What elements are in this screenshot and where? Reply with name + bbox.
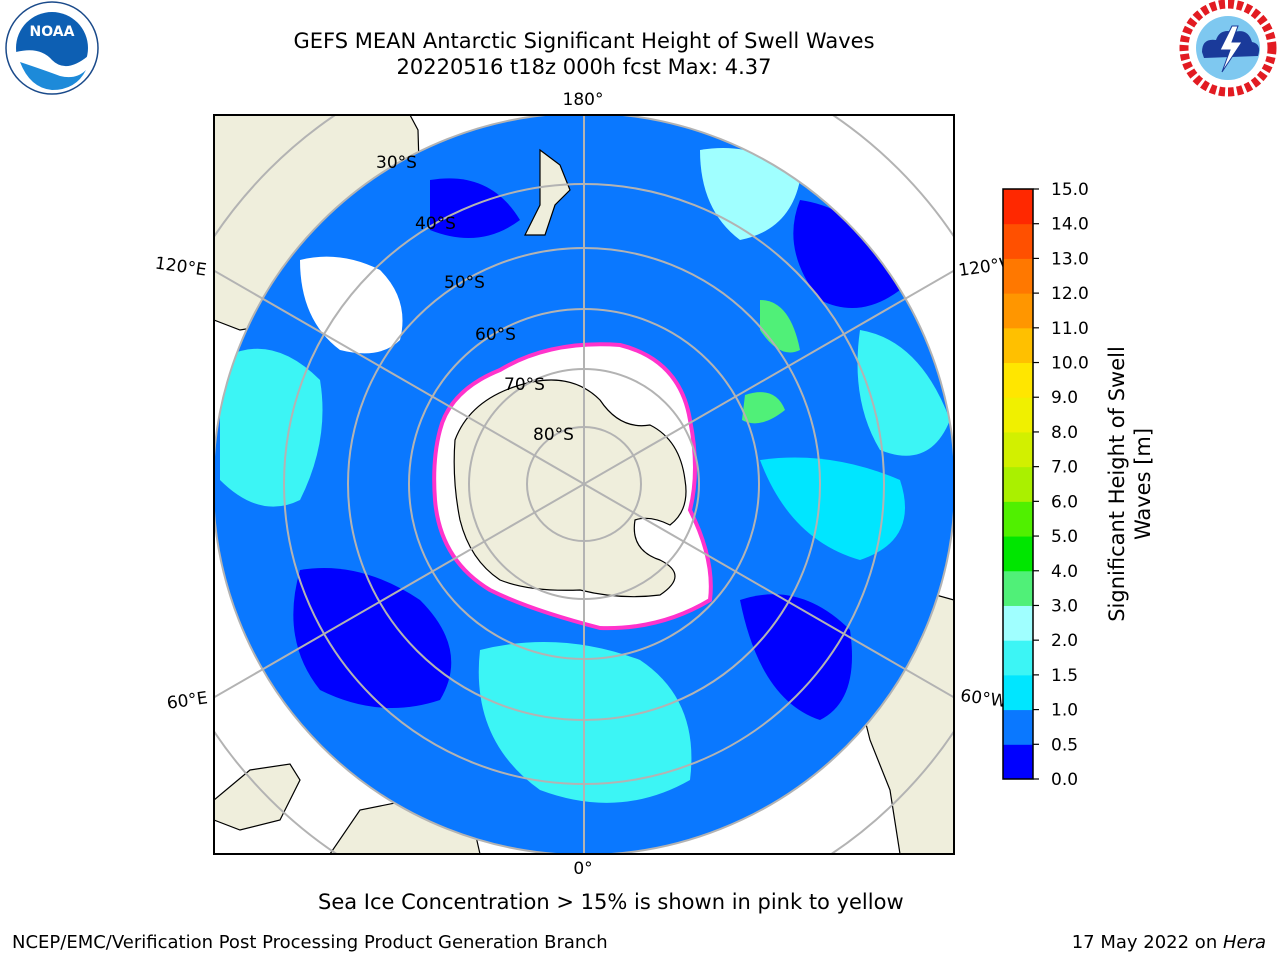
sea-ice-note: Sea Ice Concentration > 15% is shown in … [318, 890, 904, 914]
chart-title: GEFS MEAN Antarctic Significant Height o… [293, 29, 875, 53]
colorbar-frame [1002, 188, 1034, 780]
lon-label-180: 180° [563, 90, 604, 110]
colorbar-segment [1003, 501, 1033, 537]
antarctica-landmass [453, 379, 687, 598]
new-zealand-landmass [524, 148, 571, 236]
lon-label-60e: 60°E [166, 688, 209, 713]
host-name: Hera [1222, 932, 1266, 953]
colorbar-segment [1003, 570, 1033, 606]
map-area [214, 115, 954, 854]
nws-logo [1179, 0, 1277, 97]
colorbar-tick-label: 4.0 [1051, 562, 1078, 582]
swell-patch-light [857, 330, 950, 456]
graticule [214, 115, 954, 854]
chart-subtitle: 20220516 t18z 000h fcst Max: 4.37 [396, 55, 772, 79]
swell-patch-light [700, 148, 800, 240]
swell-patch-light [478, 642, 692, 803]
australia-ice-region [300, 256, 403, 354]
colorbar-segment [1003, 327, 1033, 364]
date-line: 17 May 2022 on Hera [1072, 932, 1266, 953]
colorbar [1003, 189, 1033, 780]
colorbar-tick-label: 9.0 [1051, 388, 1078, 408]
colorbar-segment [1003, 397, 1033, 433]
colorbar-tick-label: 7.0 [1051, 458, 1078, 478]
lon-label-120e: 120°E [154, 254, 208, 281]
colorbar-segment [1003, 674, 1033, 711]
swell-patch-green [742, 392, 785, 424]
lat-label-50s: 50°S [444, 273, 485, 293]
colorbar-segment [1003, 709, 1033, 745]
map-frame [213, 114, 955, 855]
colorbar-tick-label: 1.0 [1051, 701, 1078, 721]
colorbar-label-line2: Waves [m] [1131, 428, 1155, 540]
colorbar-segment [1003, 189, 1033, 225]
colorbar-segment [1003, 258, 1033, 294]
colorbar-ticks: 0.0 0.5 1.0 1.5 2.0 3.0 4.0 5.0 6.0 7.0 8.0 9.0 10.0… [1033, 180, 1089, 790]
colorbar-tick-label: 2.0 [1051, 631, 1078, 651]
colorbar-tick-label: 11.0 [1051, 319, 1089, 339]
colorbar-segment [1003, 362, 1033, 398]
colorbar-tick-label: 6.0 [1051, 492, 1078, 512]
colorbar-segment [1003, 536, 1033, 572]
swell-patch-light [760, 457, 905, 560]
colorbar-tick-label: 13.0 [1051, 249, 1089, 269]
colorbar-tick-label: 8.0 [1051, 423, 1078, 443]
colorbar-tick-label: 0.0 [1051, 770, 1078, 790]
colorbar-segment [1003, 640, 1033, 676]
lon-label-0: 0° [573, 859, 592, 879]
colorbar-tick-label: 10.0 [1051, 354, 1089, 374]
lat-label-70s: 70°S [504, 375, 545, 395]
swell-patch-light [220, 348, 323, 507]
colorbar-segment [1003, 605, 1033, 641]
colorbar-segment [1003, 293, 1033, 329]
lat-label-60s: 60°S [475, 325, 516, 345]
colorbar-segment [1003, 431, 1033, 468]
madagascar-landmass [214, 763, 301, 831]
lat-label-80s: 80°S [533, 425, 574, 445]
colorbar-segment [1003, 466, 1033, 502]
colorbar-segment [1003, 223, 1033, 259]
date-text: 17 May 2022 on [1071, 932, 1223, 953]
colorbar-tick-label: 0.5 [1051, 735, 1078, 755]
colorbar-tick-label: 12.0 [1051, 284, 1089, 304]
credit-line: NCEP/EMC/Verification Post Processing Pr… [12, 932, 608, 953]
noaa-logo: NOAA [5, 1, 99, 95]
lon-label-60w: 60°W [959, 686, 1008, 712]
colorbar-segment [1003, 744, 1033, 780]
colorbar-tick-label: 5.0 [1051, 527, 1078, 547]
colorbar-label-line1: Significant Height of Swell [1105, 346, 1129, 622]
lat-label-30s: 30°S [376, 153, 417, 173]
noaa-logo-text: NOAA [30, 24, 75, 40]
swell-patch-dark [793, 200, 900, 308]
swell-patch-dark [740, 594, 852, 720]
colorbar-tick-label: 1.5 [1051, 666, 1078, 686]
lat-label-40s: 40°S [415, 214, 456, 234]
colorbar-tick-label: 14.0 [1051, 215, 1089, 235]
swell-patch-dark [293, 568, 452, 708]
swell-patch-dark [430, 178, 520, 238]
colorbar-tick-label: 3.0 [1051, 596, 1078, 616]
colorbar-tick-label: 15.0 [1051, 180, 1089, 200]
